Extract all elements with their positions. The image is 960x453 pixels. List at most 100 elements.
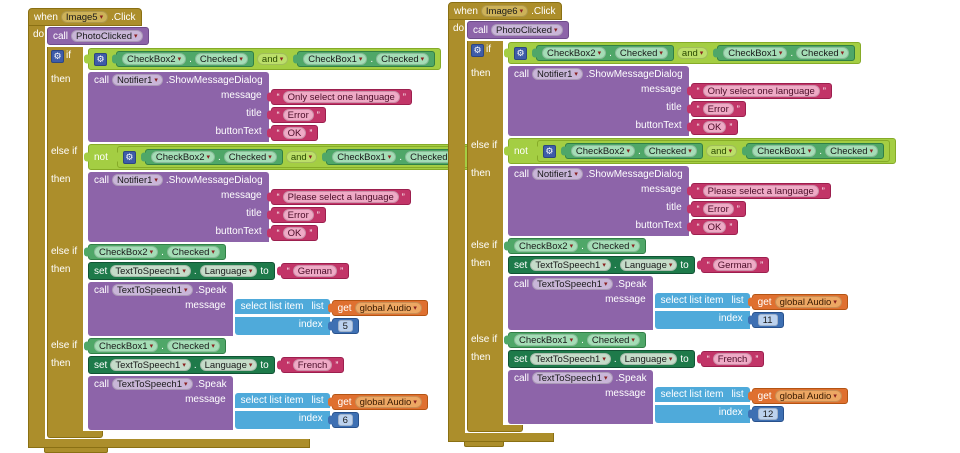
tts-speak-block[interactable]: call TextToSpeech1 ▾ .Speak message select … [88, 376, 428, 430]
event-component-dropdown[interactable]: Image6 ▾ [480, 5, 529, 17]
and-block[interactable]: ⚙ CheckBox2 ▾. Checked ▾ and ▾ CheckBox1 ▾. Ch… [508, 42, 862, 64]
text-string-block[interactable]: “German” [280, 263, 350, 279]
and-operator-dropdown[interactable]: and ▾ [256, 53, 289, 65]
and-operator-dropdown[interactable]: and ▾ [285, 151, 318, 163]
and-operator-dropdown[interactable]: and ▾ [676, 47, 709, 59]
property-dropdown[interactable]: Language ▾ [199, 359, 258, 371]
property-dropdown[interactable]: Checked▾ [194, 53, 248, 65]
component-dropdown[interactable]: Notifier1 ▾ [112, 174, 163, 186]
number-value[interactable]: 5 [337, 320, 353, 332]
component-dropdown[interactable]: TextToSpeech1 ▾ [110, 265, 191, 277]
string-text[interactable]: Error [702, 103, 734, 115]
string-text[interactable]: OK [702, 221, 727, 233]
component-dropdown[interactable]: TextToSpeech1 ▾ [530, 259, 611, 271]
number-block[interactable]: 5 [331, 318, 359, 334]
and-mutator-gear-icon[interactable]: ⚙ [514, 46, 527, 60]
component-dropdown[interactable]: TextToSpeech1 ▾ [110, 359, 191, 371]
component-dropdown[interactable]: CheckBox1 ▾ [723, 47, 788, 59]
string-text[interactable]: Only select one language [282, 91, 400, 103]
component-dropdown[interactable]: CheckBox2 ▾ [122, 53, 187, 65]
not-block[interactable]: not ⚙ CheckBox2 ▾. Checked ▾ and ▾ CheckBox1… [508, 138, 897, 164]
component-dropdown[interactable]: CheckBox1 ▾ [752, 145, 817, 157]
text-string-block[interactable]: “Only select one language” [270, 89, 412, 105]
property-dropdown[interactable]: Checked▾ [166, 340, 220, 352]
text-string-block[interactable]: “OK” [270, 125, 319, 141]
text-string-block[interactable]: “Error” [690, 101, 746, 117]
tts-speak-block[interactable]: call TextToSpeech1 ▾ .Speak message select … [508, 370, 848, 424]
string-text[interactable]: Error [282, 209, 314, 221]
component-dropdown[interactable]: TextToSpeech1 ▾ [532, 372, 613, 384]
checkbox2-checked-getter[interactable]: CheckBox2 ▾. Checked ▾ [88, 244, 226, 260]
text-string-block[interactable]: “OK” [270, 225, 319, 241]
number-value[interactable]: 12 [757, 408, 779, 420]
component-dropdown[interactable]: Notifier1 ▾ [532, 168, 583, 180]
notifier-showmessagedialog-block[interactable]: call Notifier1 ▾ .ShowMessageDialog message… [508, 166, 831, 236]
component-dropdown[interactable]: CheckBox2 ▾ [542, 47, 607, 59]
checkbox2-checked-getter[interactable]: CheckBox2 ▾. Checked ▾ [564, 143, 703, 159]
property-dropdown[interactable]: Checked▾ [614, 47, 668, 59]
text-string-block[interactable]: “French” [280, 357, 345, 373]
checkbox1-checked-getter[interactable]: CheckBox1▾.Checked▾ [508, 332, 646, 348]
property-dropdown[interactable]: Language ▾ [199, 265, 258, 277]
select-list-item-block[interactable]: select list item list get global Audio ▾ in… [234, 393, 428, 429]
property-dropdown[interactable]: Checked▾ [796, 47, 850, 59]
not-block[interactable]: not ⚙ CheckBox2 ▾. Checked ▾ and ▾ CheckBox1… [88, 144, 477, 170]
string-text[interactable]: German [712, 259, 758, 271]
tts-speak-block[interactable]: call TextToSpeech1 ▾ .Speak message select … [88, 282, 428, 336]
select-list-item-block[interactable]: select list item list get global Audio ▾ in… [234, 299, 428, 335]
text-string-block[interactable]: “German” [700, 257, 770, 273]
and-mutator-gear-icon[interactable]: ⚙ [542, 144, 556, 158]
property-dropdown[interactable]: Language ▾ [619, 259, 678, 271]
text-string-block[interactable]: “OK” [690, 219, 739, 235]
variable-dropdown[interactable]: global Audio ▾ [354, 302, 422, 314]
checkbox2-checked-getter[interactable]: CheckBox2 ▾. Checked ▾ [508, 238, 646, 254]
text-string-block[interactable]: “Error” [270, 107, 326, 123]
and-mutator-gear-icon[interactable]: ⚙ [122, 150, 136, 164]
procedure-dropdown[interactable]: PhotoClicked ▾ [71, 30, 143, 42]
notifier-showmessagedialog-block[interactable]: call Notifier1 ▾ .ShowMessageDialog message… [508, 66, 832, 136]
get-global-audio-block[interactable]: get global Audio ▾ [751, 388, 848, 404]
property-dropdown[interactable]: Checked▾ [825, 145, 879, 157]
number-block[interactable]: 12 [751, 406, 785, 422]
set-tts-language-block[interactable]: set TextToSpeech1 ▾. Language ▾ to [88, 262, 275, 280]
select-list-item-block[interactable]: select list item list get global Audio ▾ in… [654, 293, 848, 329]
when-image5-click-stack[interactable]: when Image5 ▾ .Click do call PhotoClicked… [28, 8, 477, 453]
property-dropdown[interactable]: Checked▾ [586, 240, 640, 252]
and-mutator-gear-icon[interactable]: ⚙ [94, 52, 107, 66]
string-text[interactable]: Only select one language [702, 85, 820, 97]
checkbox1-checked-getter[interactable]: CheckBox1▾.Checked▾ [326, 149, 465, 165]
property-dropdown[interactable]: Checked▾ [586, 334, 640, 346]
string-text[interactable]: OK [702, 121, 727, 133]
checkbox1-checked-getter[interactable]: CheckBox1▾.Checked▾ [746, 143, 885, 159]
checkbox1-checked-getter[interactable]: CheckBox1▾.Checked▾ [297, 51, 436, 67]
variable-dropdown[interactable]: global Audio ▾ [774, 390, 842, 402]
number-block[interactable]: 6 [331, 412, 359, 428]
set-tts-language-block[interactable]: set TextToSpeech1 ▾. Language ▾ to [508, 350, 695, 368]
component-dropdown[interactable]: TextToSpeech1 ▾ [532, 278, 613, 290]
component-dropdown[interactable]: CheckBox1 ▾ [303, 53, 368, 65]
number-value[interactable]: 6 [337, 414, 353, 426]
call-photoclicked-block[interactable]: call PhotoClicked ▾ [467, 21, 569, 39]
if-block[interactable]: ⚙ if ⚙ CheckBox2 ▾. Checked ▾ and ▾ CheckBox1… [47, 47, 477, 438]
variable-dropdown[interactable]: global Audio ▾ [774, 296, 842, 308]
set-tts-language-block[interactable]: set TextToSpeech1 ▾. Language ▾ to [88, 356, 275, 374]
component-dropdown[interactable]: CheckBox1 ▾ [94, 340, 159, 352]
component-dropdown[interactable]: CheckBox2 ▾ [94, 246, 159, 258]
get-global-audio-block[interactable]: get global Audio ▾ [331, 300, 428, 316]
string-text[interactable]: OK [282, 127, 307, 139]
string-text[interactable]: French [292, 359, 333, 371]
event-component-dropdown[interactable]: Image5 ▾ [60, 11, 109, 23]
and-operator-dropdown[interactable]: and ▾ [705, 145, 738, 157]
when-image6-click-stack[interactable]: when Image6 ▾ .Click do call PhotoClicked… [448, 2, 897, 447]
string-text[interactable]: Error [282, 109, 314, 121]
when-event-header[interactable]: when Image6 ▾ .Click [448, 2, 562, 20]
and-block[interactable]: ⚙ CheckBox2 ▾. Checked ▾ and ▾ CheckBox1 ▾. Ch… [116, 146, 471, 168]
if-block[interactable]: ⚙ if ⚙ CheckBox2 ▾. Checked ▾ and ▾ CheckBox1… [467, 41, 897, 432]
text-string-block[interactable]: “French” [700, 351, 765, 367]
text-string-block[interactable]: “Only select one language” [690, 83, 832, 99]
component-dropdown[interactable]: CheckBox2 ▾ [514, 240, 579, 252]
notifier-showmessagedialog-block[interactable]: call Notifier1 ▾ .ShowMessageDialog message… [88, 172, 411, 242]
property-dropdown[interactable]: Checked▾ [643, 145, 697, 157]
if-mutator-gear-icon[interactable]: ⚙ [51, 50, 64, 63]
text-string-block[interactable]: “Error” [690, 201, 746, 217]
